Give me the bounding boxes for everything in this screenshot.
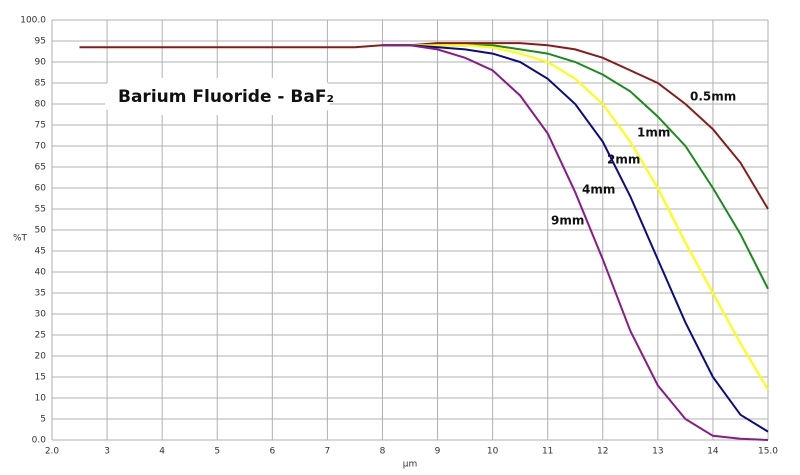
y-axis-label: %T <box>13 234 28 244</box>
y-tick-label: 20 <box>35 352 47 362</box>
series-label: 1mm <box>637 126 670 140</box>
x-tick-label: 10 <box>487 447 499 457</box>
y-tick-label: 45 <box>35 247 46 257</box>
series-label: 4mm <box>582 183 615 197</box>
y-tick-label: 65 <box>35 163 46 173</box>
y-tick-label: 10 <box>35 394 47 404</box>
x-tick-label: 9 <box>435 447 441 457</box>
line-series <box>382 44 769 441</box>
y-tick-label: 50 <box>35 226 47 236</box>
y-tick-label: 25 <box>35 331 46 341</box>
y-tick-label: 0.0 <box>32 436 47 446</box>
y-tick-label: 15 <box>35 373 46 383</box>
x-tick-label: 12 <box>597 447 608 457</box>
y-tick-label: 90 <box>35 58 47 68</box>
series-label: 9mm <box>551 214 584 228</box>
line-series <box>79 42 769 210</box>
x-tick-label: 13 <box>652 447 663 457</box>
series-label: 0.5mm <box>690 90 736 104</box>
y-tick-label: 60 <box>35 184 47 194</box>
x-tick-label: 7 <box>325 447 331 457</box>
y-tick-label: 80 <box>35 100 47 110</box>
y-tick-label: 70 <box>35 142 47 152</box>
y-tick-label: 100.0 <box>20 16 46 26</box>
x-tick-label: 14 <box>707 447 719 457</box>
x-tick-label: 5 <box>214 447 220 457</box>
y-tick-label: 40 <box>35 268 47 278</box>
x-tick-label: 11 <box>542 447 553 457</box>
x-tick-label: 8 <box>380 447 386 457</box>
title-box <box>105 78 330 115</box>
x-tick-label: 3 <box>104 447 110 457</box>
y-tick-label: 30 <box>35 310 47 320</box>
y-tick-label: 35 <box>35 289 46 299</box>
y-tick-label: 95 <box>35 37 46 47</box>
x-tick-label: 4 <box>159 447 165 457</box>
x-tick-label: 6 <box>269 447 275 457</box>
chart-title: Barium Fluoride - BaF₂ <box>118 87 334 107</box>
x-axis-label: µm <box>403 460 418 470</box>
y-tick-label: 75 <box>35 121 46 131</box>
y-tick-label: 85 <box>35 79 46 89</box>
x-tick-label: 2.0 <box>45 447 60 457</box>
y-tick-label: 5 <box>40 415 46 425</box>
x-tick-label: 15.0 <box>758 447 778 457</box>
line-series <box>382 44 769 433</box>
line-series <box>382 44 769 391</box>
series-label: 2mm <box>607 153 640 167</box>
y-tick-label: 55 <box>35 205 46 215</box>
